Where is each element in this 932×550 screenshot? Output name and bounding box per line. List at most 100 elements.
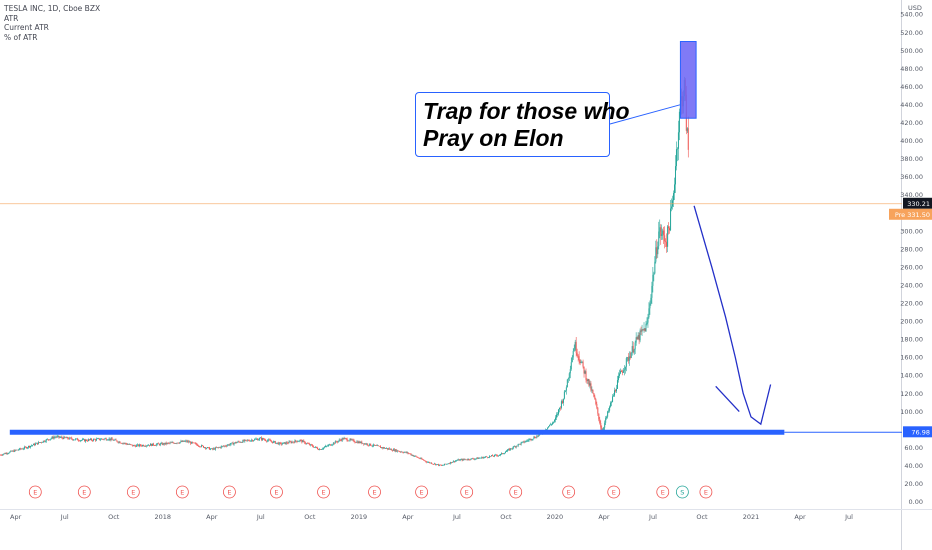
candle-body xyxy=(425,460,427,462)
candle-body xyxy=(156,443,158,445)
candle-body xyxy=(561,401,563,403)
candle-body xyxy=(652,274,654,286)
candle-body xyxy=(658,231,660,247)
currency-label: USD xyxy=(908,4,922,12)
candle-body xyxy=(557,409,559,415)
candle-body xyxy=(92,439,94,441)
candle-body xyxy=(670,208,672,231)
drawing-overlays xyxy=(0,41,902,435)
candle-body xyxy=(431,462,433,464)
candle-body xyxy=(305,443,307,445)
candle-body xyxy=(46,439,48,440)
candle-body xyxy=(40,442,42,443)
price-tick-label: 140.00 xyxy=(900,372,923,380)
candle-body xyxy=(493,456,495,457)
candle-body xyxy=(199,446,201,447)
candle-body xyxy=(581,361,583,363)
candle-body xyxy=(4,453,6,455)
candle-body xyxy=(583,366,585,374)
candle-body xyxy=(239,441,241,443)
candle-body xyxy=(42,440,44,443)
candle-body xyxy=(560,401,562,408)
candle-body xyxy=(76,438,78,440)
candle-body xyxy=(444,463,446,465)
candle-body xyxy=(44,441,46,443)
candle-body xyxy=(621,371,623,373)
candle-body xyxy=(438,464,440,466)
candle-body xyxy=(269,440,271,442)
annotation-callout[interactable]: Trap for those who Pray on Elon xyxy=(415,92,630,157)
candle-body xyxy=(430,462,432,464)
candle-body xyxy=(325,445,327,447)
projection-arrowhead xyxy=(715,385,740,412)
candle-body xyxy=(330,445,332,446)
indicator-name[interactable]: ATR xyxy=(4,13,19,23)
candle-body xyxy=(406,452,408,453)
candle-body xyxy=(12,450,14,452)
candle-body xyxy=(101,438,103,440)
candle-body xyxy=(588,379,590,386)
candle-body xyxy=(505,451,507,452)
candle-body xyxy=(641,329,643,332)
candle-body xyxy=(573,348,575,352)
candle-body xyxy=(468,458,470,460)
candle-body xyxy=(182,440,184,442)
earnings-marker xyxy=(607,485,621,499)
candle-body xyxy=(650,297,652,304)
candle-body xyxy=(401,451,403,453)
candle-body xyxy=(281,443,283,445)
candle-body xyxy=(169,442,171,444)
candle-body xyxy=(211,448,213,450)
candle-body xyxy=(296,441,298,442)
price-tags: 330.21 Pre 331.50 76.98 xyxy=(889,197,932,438)
candle-body xyxy=(64,436,66,438)
candle-body xyxy=(114,439,116,441)
symbol-title[interactable]: TESLA INC, 1D, Cboe BZX xyxy=(4,4,101,13)
candle-body xyxy=(153,445,155,446)
candle-body xyxy=(538,434,540,437)
candle-body xyxy=(312,445,314,447)
candle-body xyxy=(94,439,96,441)
candle-body xyxy=(675,149,677,167)
time-axis[interactable]: Apr Jul Oct 2018 Apr Jul Oct 2019 Apr Jul Oct 2020 A… xyxy=(10,513,853,521)
candle-body xyxy=(233,443,235,445)
price-axis[interactable]: 0.0020.0040.0060.0080.00100.00120.00140.… xyxy=(900,11,923,506)
candle-body xyxy=(623,369,625,371)
candle-body xyxy=(532,438,534,440)
candle-body xyxy=(195,443,197,444)
projection-arrow xyxy=(693,205,772,426)
candle-body xyxy=(616,380,618,389)
candle-body xyxy=(255,439,257,440)
candle-body xyxy=(97,438,99,439)
candle-body xyxy=(648,308,650,318)
support-price-tag xyxy=(903,426,932,438)
price-tick-label: 480.00 xyxy=(900,65,923,73)
time-tick-label: 2019 xyxy=(351,513,368,521)
candle-body xyxy=(103,438,105,440)
candle-body xyxy=(143,445,145,447)
candle-body xyxy=(33,443,35,446)
candle-body xyxy=(108,438,110,440)
candle-body xyxy=(192,441,194,443)
candle-body xyxy=(527,440,529,442)
candle-body xyxy=(131,444,133,446)
candle-body xyxy=(222,446,224,447)
candle-body xyxy=(456,460,458,461)
candle-body xyxy=(67,437,69,439)
candle-body xyxy=(166,442,168,445)
candle-body xyxy=(492,455,494,457)
candle-body xyxy=(263,438,265,440)
price-tick-label: 40.00 xyxy=(904,462,923,470)
candle-body xyxy=(30,445,32,447)
candle-body xyxy=(413,455,415,457)
candle-body xyxy=(638,335,640,341)
candle-body xyxy=(65,437,67,439)
candle-body xyxy=(148,445,150,446)
candle-body xyxy=(24,446,26,449)
candle-body xyxy=(549,424,551,427)
candle-body xyxy=(384,448,386,449)
candle-body xyxy=(630,352,632,358)
candle-body xyxy=(234,442,236,444)
candle-body xyxy=(518,443,520,445)
